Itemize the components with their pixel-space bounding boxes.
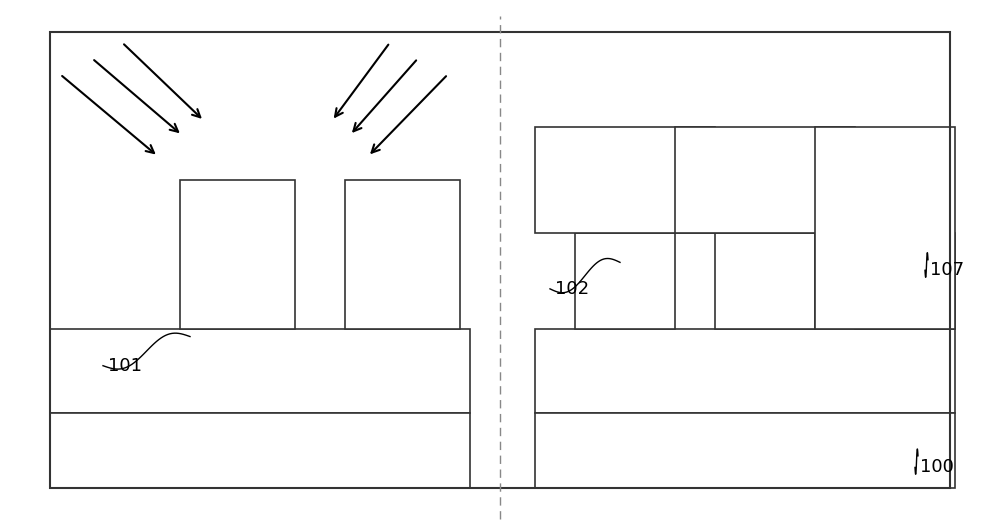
Bar <box>855 233 955 329</box>
Bar <box>535 329 955 413</box>
Bar <box>180 180 295 329</box>
Bar <box>50 32 950 488</box>
Bar <box>715 233 815 329</box>
Bar <box>535 413 955 488</box>
Text: 102: 102 <box>555 280 589 298</box>
Bar <box>675 127 855 233</box>
Text: 101: 101 <box>108 357 142 375</box>
Bar <box>345 180 460 329</box>
Bar <box>575 233 675 329</box>
Bar <box>50 329 470 413</box>
Text: 107: 107 <box>930 261 964 279</box>
Text: 100: 100 <box>920 458 954 476</box>
Bar <box>50 413 470 488</box>
Bar <box>815 127 955 329</box>
Bar <box>535 127 715 233</box>
